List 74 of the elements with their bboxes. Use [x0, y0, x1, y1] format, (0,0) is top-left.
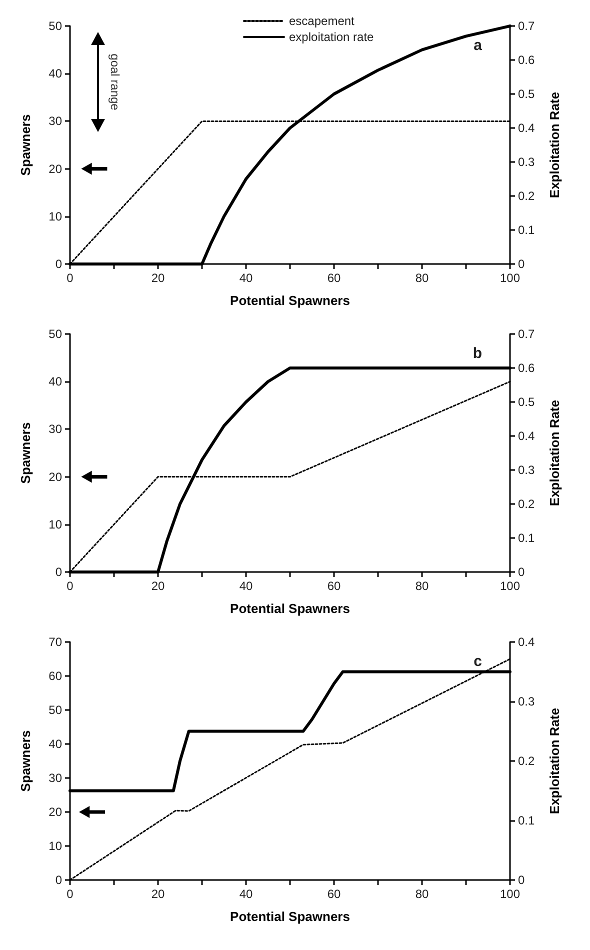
y-tick-label: 30 [48, 114, 62, 128]
annotation: c [474, 653, 482, 670]
y2-tick-label: 0.1 [518, 814, 536, 828]
x-axis-title: Potential Spawners [230, 601, 350, 616]
y2-tick-label: 0.7 [518, 327, 536, 341]
x-tick-label: 40 [239, 579, 253, 593]
y2-tick-label: 0.1 [518, 223, 536, 237]
y2-tick-label: 0.3 [518, 155, 536, 169]
y-tick-label: 40 [48, 374, 62, 389]
y-tick-label: 30 [48, 422, 62, 436]
y-tick-label: 20 [48, 470, 62, 484]
y-tick-label: 20 [48, 805, 62, 819]
y2-tick-label: 0.2 [518, 189, 536, 203]
y2-tick-label: 0.6 [518, 53, 536, 67]
x-tick-label: 80 [415, 579, 429, 593]
y-axis-title: Spawners [18, 730, 33, 792]
y2-tick-label: 0.5 [518, 395, 536, 409]
y-axis-title: Spawners [18, 422, 33, 484]
y-tick-label: 10 [48, 517, 62, 532]
x-tick-label: 40 [239, 887, 253, 901]
x-tick-label: 100 [500, 271, 520, 285]
y-tick-label: 0 [55, 565, 62, 579]
y2-tick-label: 0.4 [518, 635, 536, 649]
x-tick-label: 40 [239, 271, 253, 285]
x-tick-label: 20 [151, 271, 165, 285]
y-tick-label: 0 [55, 257, 62, 271]
y-tick-label: 20 [48, 162, 62, 176]
y-tick-label: 10 [48, 839, 62, 853]
x-tick-label: 20 [151, 579, 165, 593]
x-tick-label: 0 [66, 579, 74, 593]
y2-tick-label: 0.7 [518, 19, 536, 33]
y2-tick-label: 0 [518, 565, 525, 579]
y2-tick-label: 0.3 [518, 463, 536, 477]
x-axis-title: Potential Spawners [230, 909, 350, 924]
x-tick-label: 20 [151, 887, 165, 901]
y-tick-label: 70 [48, 635, 62, 649]
y2-tick-label: 0.5 [518, 87, 536, 101]
y-tick-label: 50 [48, 703, 62, 717]
y2-axis-title: Exploitation Rate [547, 708, 562, 814]
y-tick-label: 40 [48, 66, 62, 81]
annotation: a [474, 37, 483, 54]
y2-tick-label: 0.2 [518, 497, 536, 511]
y2-tick-label: 0.2 [518, 754, 536, 768]
x-tick-label: 0 [66, 887, 74, 901]
annotation: goal range [108, 54, 122, 111]
legend-label: escapement [289, 14, 356, 28]
y2-tick-label: 0 [518, 873, 525, 887]
y-tick-label: 50 [48, 327, 62, 341]
y-tick-label: 0 [55, 873, 62, 887]
x-tick-label: 80 [415, 271, 429, 285]
x-axis-title: Potential Spawners [230, 293, 350, 308]
y2-tick-label: 0.1 [518, 531, 536, 545]
x-tick-label: 100 [500, 887, 520, 901]
y2-tick-label: 0.4 [518, 121, 536, 135]
x-tick-label: 60 [327, 887, 341, 901]
y2-tick-label: 0 [518, 257, 525, 271]
x-tick-label: 60 [327, 579, 341, 593]
legend-label: exploitation rate [289, 30, 374, 44]
x-tick-label: 100 [500, 579, 520, 593]
y2-axis-title: Exploitation Rate [547, 92, 562, 198]
x-tick-label: 80 [415, 887, 429, 901]
y2-tick-label: 0.6 [518, 361, 536, 375]
x-tick-label: 60 [327, 271, 341, 285]
y-tick-label: 10 [48, 209, 62, 224]
y2-axis-title: Exploitation Rate [547, 400, 562, 506]
y2-tick-label: 0.4 [518, 429, 536, 443]
y-tick-label: 30 [48, 771, 62, 785]
x-tick-label: 0 [66, 271, 74, 285]
y-tick-label: 50 [48, 19, 62, 33]
y-axis-title: Spawners [18, 114, 33, 176]
annotation: b [472, 345, 482, 362]
y-tick-label: 60 [48, 669, 62, 683]
y2-tick-label: 0.3 [518, 694, 536, 708]
y-tick-label: 40 [48, 737, 62, 751]
